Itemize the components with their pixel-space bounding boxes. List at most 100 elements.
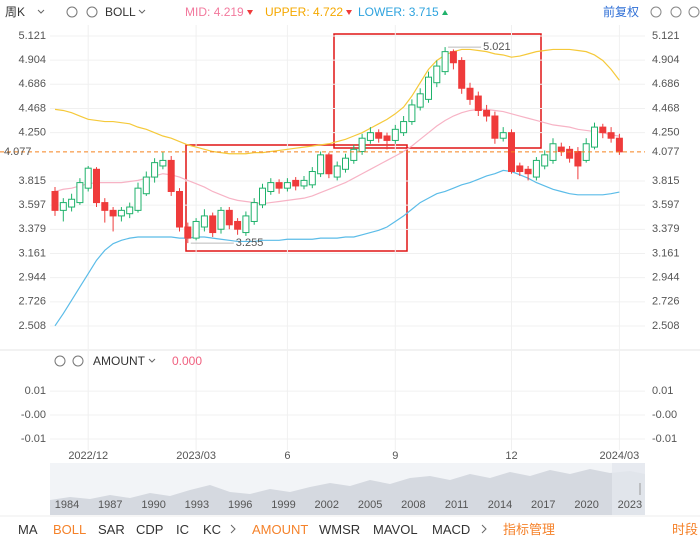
- adjust-selector[interactable]: 前复权: [603, 5, 640, 19]
- candle-body: [217, 209, 225, 230]
- candle-body: [292, 179, 300, 187]
- candle-body: [466, 87, 474, 100]
- indicator-tab[interactable]: AMOUNT: [252, 522, 309, 537]
- candle-body: [425, 76, 432, 100]
- y-tick-label: 2.944: [18, 272, 46, 284]
- y-tick-label: 4.686: [652, 78, 680, 90]
- indicator-tab[interactable]: CDP: [136, 522, 164, 537]
- candle-body: [375, 132, 383, 139]
- y-tick-label: 0.01: [25, 385, 46, 397]
- indicator-tab[interactable]: WMSR: [319, 522, 361, 537]
- candle-body: [192, 220, 200, 239]
- navigator-year: 1993: [185, 499, 209, 511]
- reset-icon[interactable]: [650, 6, 662, 18]
- x-tick-label: 9: [392, 450, 398, 462]
- indicator-tab[interactable]: MA: [18, 522, 38, 537]
- zoom-out-icon[interactable]: [670, 6, 682, 18]
- y-tick-label: 2.508: [652, 320, 680, 332]
- indicator-selector[interactable]: BOLL: [105, 5, 136, 19]
- annotation: 5.021: [483, 41, 511, 53]
- dropdown-icon[interactable]: [138, 9, 146, 14]
- close-icon[interactable]: [86, 6, 98, 18]
- y-tick-label: 4.250: [18, 127, 46, 139]
- indicator-tab[interactable]: MAVOL: [373, 522, 418, 537]
- candle-body: [333, 165, 341, 178]
- navigator-year: 2008: [401, 499, 425, 511]
- y-tick-label: 3.379: [18, 223, 46, 235]
- y-tick-label: 2.944: [652, 272, 680, 284]
- candle-body: [391, 128, 399, 141]
- candle-body: [350, 148, 358, 161]
- navigator-year: 1987: [98, 499, 122, 511]
- dropdown-icon[interactable]: [37, 9, 45, 14]
- band-line: [54, 48, 620, 155]
- navigator-year: 1984: [55, 499, 79, 511]
- more-icon[interactable]: [481, 524, 487, 534]
- candle-body: [433, 65, 441, 84]
- period-selector[interactable]: 周K: [5, 5, 26, 19]
- candle-body: [599, 126, 607, 134]
- candle-body: [532, 159, 540, 178]
- y-tick-label: 2.508: [18, 320, 46, 332]
- candle-body: [209, 215, 217, 234]
- band-readout: LOWER: 3.715: [358, 4, 448, 20]
- subchart-readout: 0.000: [172, 354, 203, 368]
- candle-body: [383, 135, 391, 141]
- candle-body: [491, 115, 499, 139]
- y-tick-label: 4.686: [18, 78, 46, 90]
- settings-icon[interactable]: [66, 6, 78, 18]
- subchart-title[interactable]: AMOUNT: [93, 354, 145, 368]
- last-price-label: 4.077: [652, 146, 680, 158]
- navigator-year: 2020: [574, 499, 598, 511]
- indicator-tab[interactable]: BOLL: [53, 522, 87, 537]
- dropdown-icon[interactable]: [148, 358, 156, 363]
- y-tick-label: 4.250: [652, 127, 680, 139]
- y-tick-label: 3.161: [18, 247, 46, 259]
- y-tick-label: 5.121: [18, 30, 46, 42]
- period-tab[interactable]: 时段: [672, 522, 699, 537]
- indicator-tab[interactable]: KC: [203, 522, 222, 537]
- indicator-manage[interactable]: 指标管理: [503, 522, 556, 537]
- y-tick-label: 3.815: [652, 175, 680, 187]
- indicator-tab[interactable]: SAR: [98, 522, 125, 537]
- y-tick-label: 3.597: [652, 199, 680, 211]
- candle-body: [458, 60, 466, 89]
- candle-body: [51, 190, 59, 211]
- navigator-year: 2023: [618, 499, 642, 511]
- candle-body: [159, 159, 167, 167]
- y-tick-label: -0.00: [652, 409, 677, 421]
- candle-body: [541, 154, 549, 167]
- band-line: [54, 169, 620, 327]
- x-tick-label: 2024/03: [600, 450, 640, 462]
- candle-body: [200, 215, 208, 228]
- candle-body: [408, 104, 416, 123]
- candle-body: [167, 159, 175, 192]
- candle-body: [259, 187, 266, 206]
- candle-body: [449, 51, 457, 64]
- candle-body: [400, 121, 408, 134]
- navigator-year: 1990: [141, 499, 165, 511]
- more-icon[interactable]: [230, 524, 236, 534]
- last-price-label: 4.077: [4, 146, 32, 158]
- close-icon[interactable]: [72, 355, 84, 367]
- candle-body: [267, 182, 275, 192]
- candle-body: [557, 146, 565, 153]
- candle-body: [76, 182, 84, 204]
- candle-body: [184, 226, 192, 239]
- indicator-tab[interactable]: IC: [176, 522, 189, 537]
- zoom-in-icon[interactable]: [688, 6, 700, 18]
- x-tick-label: 2022/12: [68, 450, 108, 462]
- band-value: 4.219: [213, 5, 244, 19]
- y-tick-label: 2.726: [18, 296, 46, 308]
- y-tick-label: 2.726: [652, 296, 680, 308]
- navigator-year: 2011: [445, 499, 469, 511]
- highlight-box: [333, 33, 542, 149]
- settings-icon[interactable]: [54, 355, 66, 367]
- candle-body: [441, 51, 449, 73]
- indicator-tab[interactable]: MACD: [432, 522, 471, 537]
- candle-body: [250, 202, 258, 222]
- navigator-year: 2017: [531, 499, 555, 511]
- candle-body: [483, 109, 491, 117]
- candle-body: [225, 209, 233, 226]
